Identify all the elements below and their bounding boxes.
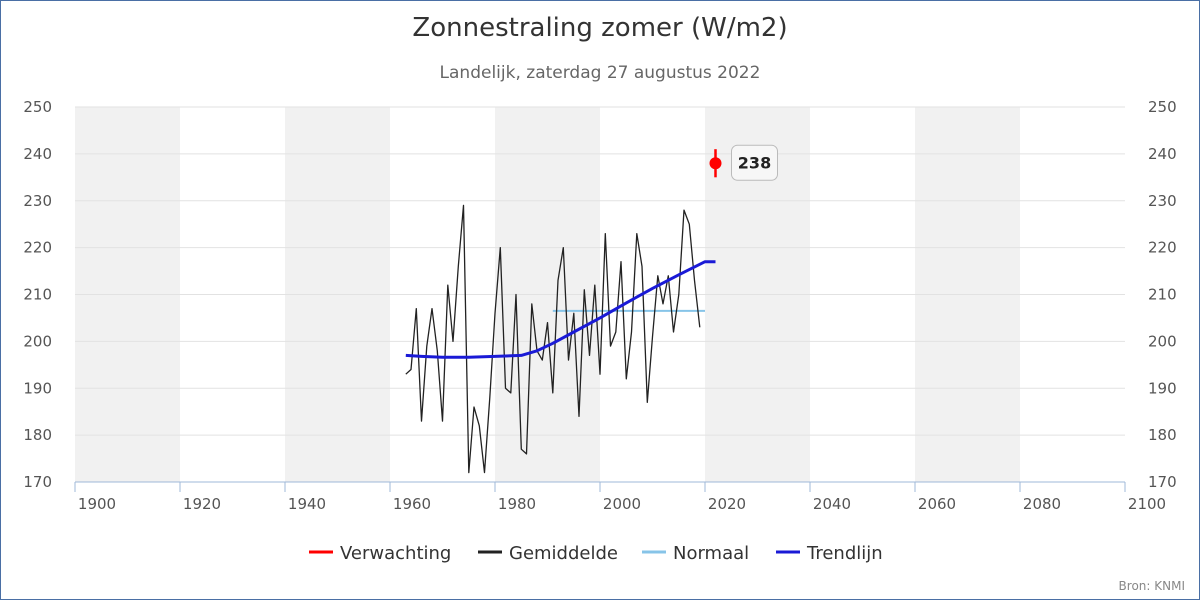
y-tick-label-right: 210 bbox=[1148, 286, 1177, 304]
chart-title: Zonnestraling zomer (W/m2) bbox=[412, 13, 787, 43]
x-tick-label: 1980 bbox=[498, 495, 536, 513]
legend-item-trendlijn[interactable]: Trendlijn bbox=[806, 543, 883, 564]
x-tick-label: 1900 bbox=[78, 495, 116, 513]
legend-item-verwachting[interactable]: Verwachting bbox=[340, 543, 451, 564]
tooltip-label: 238 bbox=[738, 153, 771, 172]
y-tick-label-right: 240 bbox=[1148, 145, 1177, 163]
legend-item-normaal[interactable]: Normaal bbox=[673, 543, 749, 564]
y-tick-label-right: 170 bbox=[1148, 473, 1177, 491]
y-tick-label-left: 200 bbox=[23, 332, 52, 350]
trendlijn-line bbox=[405, 260, 716, 359]
x-tick-label: 1960 bbox=[393, 495, 431, 513]
axes: 170 170 180 180 190 190 200 200 210 210 220 220 230 2… bbox=[23, 98, 1176, 513]
y-tick-label-right: 180 bbox=[1148, 426, 1177, 444]
x-tick-label: 2080 bbox=[1023, 495, 1061, 513]
x-tick-label: 2060 bbox=[918, 495, 956, 513]
legend: Verwachting Gemiddelde Normaal Trendlijn bbox=[309, 543, 883, 564]
legend-item-gemiddelde[interactable]: Gemiddelde bbox=[509, 543, 618, 564]
x-tick-label: 2020 bbox=[708, 495, 746, 513]
y-tick-label-left: 210 bbox=[23, 286, 52, 304]
y-tick-label-right: 250 bbox=[1148, 98, 1177, 116]
series-layer: 238 bbox=[405, 144, 778, 474]
credit[interactable]: Bron: KNMI bbox=[1119, 579, 1185, 593]
y-tick-label-right: 190 bbox=[1148, 379, 1177, 397]
y-tick-label-left: 180 bbox=[23, 426, 52, 444]
tooltip-box bbox=[731, 144, 778, 181]
gemiddelde-line bbox=[405, 204, 701, 474]
x-tick-label: 1920 bbox=[183, 495, 221, 513]
y-tick-label-right: 200 bbox=[1148, 332, 1177, 350]
y-tick-label-right: 220 bbox=[1148, 239, 1177, 257]
x-tick-label: 2040 bbox=[813, 495, 851, 513]
x-tick-label: 2000 bbox=[603, 495, 641, 513]
y-tick-label-left: 220 bbox=[23, 239, 52, 257]
x-tick-label: 2100 bbox=[1128, 495, 1166, 513]
y-tick-label-left: 230 bbox=[23, 192, 52, 210]
y-tick-label-left: 250 bbox=[23, 98, 52, 116]
verwachting-point[interactable] bbox=[709, 157, 722, 170]
x-tick-label: 1940 bbox=[288, 495, 326, 513]
y-tick-label-left: 240 bbox=[23, 145, 52, 163]
y-tick-label-left: 190 bbox=[23, 379, 52, 397]
y-tick-label-right: 230 bbox=[1148, 192, 1177, 210]
chart-subtitle: Landelijk, zaterdag 27 augustus 2022 bbox=[440, 63, 761, 83]
y-tick-label-left: 170 bbox=[23, 473, 52, 491]
